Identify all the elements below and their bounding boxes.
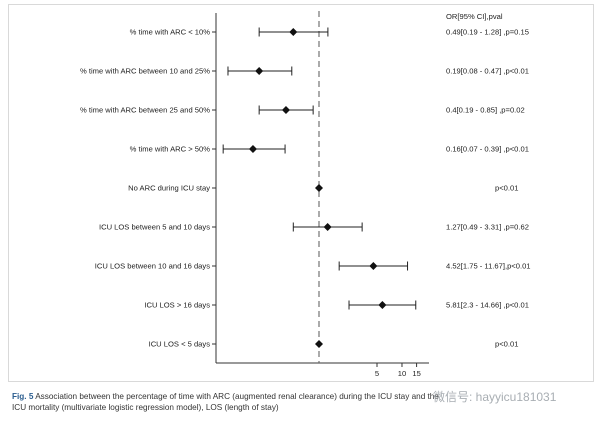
row-label: ICU LOS between 5 and 10 days [99, 223, 210, 232]
ci-text: 0.49[0.19 - 1.28] ,p=0.15 [446, 28, 529, 37]
caption-text: Association between the percentage of ti… [12, 392, 439, 412]
ci-text: p<0.01 [495, 184, 518, 193]
x-tick-label-5: 5 [375, 369, 379, 378]
odds-ratio-point [248, 145, 257, 153]
forest-plot: OR[95% CI],pval 5 10 15 Odds ratio (log scal… [80, 11, 531, 381]
row-label: % time with ARC between 25 and 50% [80, 106, 210, 115]
odds-ratio-point [281, 106, 290, 114]
odds-ratio-point [315, 340, 323, 348]
ci-text: 1.27[0.49 - 3.31] ,p=0.62 [446, 223, 529, 232]
watermark: 微信号: hayyicu181031 [433, 390, 557, 404]
odds-ratio-point [315, 184, 323, 192]
odds-ratio-point [323, 223, 332, 231]
row-label: No ARC during ICU stay [128, 184, 210, 193]
chart-panel: OR[95% CI],pval 5 10 15 Odds ratio (log scal… [8, 4, 594, 382]
x-axis-label: Odds ratio (log scale) [277, 380, 350, 381]
ci-text: 4.52[1.75 - 11.67],p<0.01 [446, 262, 531, 271]
row-label: ICU LOS > 16 days [144, 301, 210, 310]
row-label: % time with ARC between 10 and 25% [80, 67, 210, 76]
ci-text: 5.81[2.3 - 14.66] ,p<0.01 [446, 301, 529, 310]
ci-text: p<0.01 [495, 340, 518, 349]
odds-ratio-point [378, 301, 387, 309]
odds-ratio-point [369, 262, 378, 270]
x-tick-label-15: 15 [412, 369, 420, 378]
ci-text: 0.4[0.19 - 0.85] ,p=0.02 [446, 106, 525, 115]
ci-text: 0.19[0.08 - 0.47] ,p<0.01 [446, 67, 529, 76]
figure-label: Fig. 5 [12, 392, 34, 401]
ci-column-header: OR[95% CI],pval [446, 12, 503, 21]
row-label: ICU LOS between 10 and 16 days [95, 262, 210, 271]
x-tick-label-10: 10 [398, 369, 406, 378]
figure-caption: Fig. 5 Association between the percentag… [12, 391, 452, 413]
ci-text: 0.16[0.07 - 0.39] ,p<0.01 [446, 145, 529, 154]
row-label: % time with ARC > 50% [130, 145, 211, 154]
odds-ratio-point [255, 67, 264, 75]
odds-ratio-point [289, 28, 298, 36]
row-label: % time with ARC < 10% [130, 28, 211, 37]
row-label: ICU LOS < 5 days [149, 340, 211, 349]
